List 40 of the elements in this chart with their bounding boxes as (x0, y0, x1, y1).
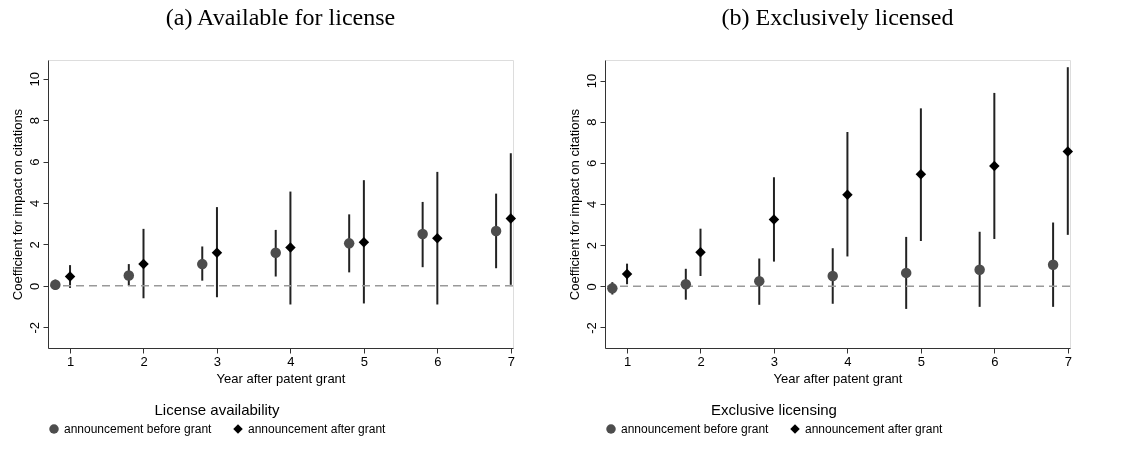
y-tick-label: 10 (583, 73, 599, 89)
x-tick-label: 6 (991, 353, 999, 369)
x-tick-label: 4 (844, 353, 852, 369)
y-tick-label: 8 (583, 118, 599, 126)
x-tick-label: 7 (1064, 353, 1072, 369)
y-tick-label: -2 (26, 322, 42, 334)
y-tick-label: 0 (583, 283, 599, 291)
x-tick-label: 5 (917, 353, 925, 369)
y-tick-label: 2 (583, 242, 599, 250)
y-tick-label: 4 (583, 200, 599, 209)
y-tick-label: 0 (26, 282, 42, 290)
x-tick-label: 4 (287, 353, 295, 369)
x-tick-label: 7 (507, 353, 515, 369)
legend-label: announcement after grant (805, 422, 944, 436)
x-tick-label: 1 (66, 353, 75, 369)
x-tick-label: 3 (213, 353, 222, 369)
y-tick-label: -2 (583, 322, 599, 334)
y-axis-title: Coefficient for impact on citations (9, 108, 25, 301)
legend-title: Exclusive licensing (711, 401, 837, 418)
chart-title: (b) Exclusively licensed (721, 4, 954, 30)
chart-title: (a) Available for license (165, 4, 396, 30)
legend-label: announcement before grant (621, 422, 770, 436)
legend-label: announcement before grant (64, 422, 213, 436)
x-tick-label: 5 (360, 353, 368, 369)
x-tick-label: 2 (140, 353, 148, 369)
y-tick-label: 10 (26, 71, 42, 87)
x-tick-label: 3 (770, 353, 779, 369)
y-tick-label: 2 (26, 241, 42, 249)
y-tick-label: 8 (26, 116, 42, 125)
y-tick-label: 6 (26, 158, 42, 166)
y-tick-label: 6 (583, 159, 599, 167)
x-axis-title: Year after patent grant (216, 370, 346, 386)
x-tick-label: 1 (623, 353, 632, 369)
legend-title: License availability (154, 401, 281, 418)
y-axis-title: Coefficient for impact on citations (566, 108, 582, 301)
x-tick-label: 6 (434, 353, 442, 369)
x-axis-title: Year after patent grant (773, 370, 903, 386)
legend-label: announcement after grant (248, 422, 387, 436)
y-tick-label: 4 (26, 199, 42, 208)
x-tick-label: 2 (697, 353, 705, 369)
